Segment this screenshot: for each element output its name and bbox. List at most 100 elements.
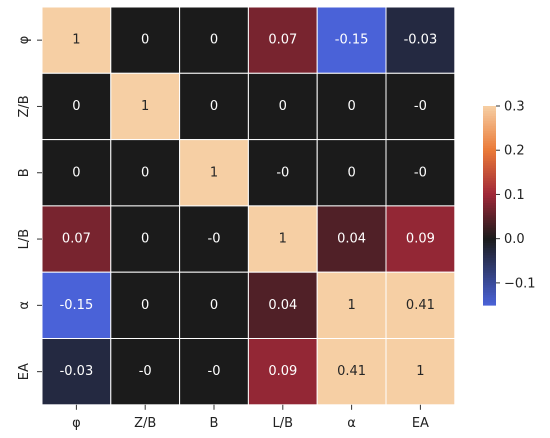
colorbar-segment	[483, 285, 496, 289]
heatmap-cell	[41, 6, 112, 74]
cell-value-label: -0.03	[60, 364, 94, 379]
cell-value-label: -0	[414, 99, 427, 114]
cell-value-label: 0.41	[337, 364, 366, 379]
heatmap-cell	[385, 205, 456, 273]
colorbar-segment	[483, 108, 496, 112]
colorbar-segment	[483, 125, 496, 129]
colorbar-tick-label: 0.3	[504, 100, 525, 115]
colorbar-segment	[483, 150, 496, 154]
colorbar-segment	[483, 158, 496, 162]
colorbar-segment	[483, 145, 496, 149]
heatmap-cell	[179, 205, 249, 273]
heatmap-cell	[110, 72, 181, 141]
cell-value-label: 0.04	[268, 298, 297, 313]
colorbar-segment	[483, 230, 496, 234]
x-axis-ticks: φ Z/B B L/B α EA	[72, 404, 429, 431]
colorbar-segment	[483, 232, 496, 236]
cell-value-label: -0	[139, 364, 152, 379]
cell-value-label: 0	[141, 298, 149, 313]
heatmap-cell	[316, 205, 387, 273]
cell-value-label: -0	[208, 364, 221, 379]
colorbar-segment	[483, 160, 496, 164]
heatmap-cell	[385, 72, 456, 141]
colorbar-segment	[483, 245, 496, 249]
colorbar-segment	[483, 247, 496, 251]
colorbar-segment	[483, 133, 496, 137]
heatmap-cell	[247, 6, 318, 74]
colorbar-segment	[483, 205, 496, 209]
colorbar-segment	[483, 240, 496, 244]
cell-value-label: 0	[210, 33, 218, 48]
colorbar-tick-label: 0.0	[504, 232, 525, 247]
heatmap-cell	[179, 271, 249, 340]
colorbar-segment	[483, 262, 496, 266]
heatmap-cell	[385, 6, 456, 74]
colorbar-segment	[483, 198, 496, 202]
heatmap-cells	[41, 6, 456, 406]
y-tick-label: φ	[17, 36, 32, 45]
x-tick-label: B	[210, 416, 219, 431]
cell-value-label: 1	[416, 364, 424, 379]
colorbar-segment	[483, 135, 496, 139]
colorbar-segment	[483, 163, 496, 167]
cell-value-label: 0	[141, 232, 149, 247]
colorbar-segment	[483, 280, 496, 284]
x-tick-label: Z/B	[134, 416, 156, 431]
heatmap-cell	[316, 139, 387, 207]
colorbar-segment	[483, 242, 496, 246]
colorbar-segment	[483, 200, 496, 204]
y-tick-label: α	[17, 301, 32, 310]
heatmap-cell	[316, 271, 387, 340]
colorbar-segment	[483, 275, 496, 279]
colorbar-segment	[483, 210, 496, 214]
colorbar-segment	[483, 178, 496, 182]
colorbar-segment	[483, 290, 496, 294]
cell-value-label: 0	[141, 165, 149, 180]
y-tick-label: Z/B	[17, 95, 32, 117]
colorbar-segment	[483, 170, 496, 174]
heatmap-annotations: 1 0 0 0.07 -0.15 -0.03 0 1 0 0 0 -0 0 0 1 -0 0 -0 0.07 0 -0 1…	[60, 33, 438, 379]
colorbar-segment	[483, 252, 496, 256]
colorbar-segment	[483, 118, 496, 122]
colorbar-segment	[483, 250, 496, 254]
cell-value-label: -0.15	[335, 33, 369, 48]
cell-value-label: -0.15	[60, 298, 94, 313]
x-tick-label: φ	[72, 416, 81, 431]
colorbar-segment	[483, 225, 496, 229]
colorbar-segment	[483, 175, 496, 179]
y-tick-label: L/B	[17, 229, 32, 250]
cell-value-label: 0.07	[268, 33, 297, 48]
heatmap-cell	[247, 205, 318, 273]
cell-value-label: -0.03	[404, 33, 438, 48]
heatmap-cell	[179, 6, 249, 74]
x-tick-label: L/B	[273, 416, 294, 431]
colorbar-segment	[483, 153, 496, 157]
cell-value-label: 1	[141, 99, 149, 114]
colorbar-segment	[483, 180, 496, 184]
colorbar-segment	[483, 260, 496, 264]
colorbar-segment	[483, 300, 496, 304]
colorbar-tick-label: −0.1	[504, 276, 536, 291]
heatmap-cell	[110, 6, 181, 74]
colorbar-segment	[483, 237, 496, 241]
colorbar-segment	[483, 106, 496, 110]
cell-value-label: 0	[72, 99, 80, 114]
colorbar-segment	[483, 265, 496, 269]
x-tick-label: EA	[412, 416, 429, 431]
cell-value-label: 0	[141, 33, 149, 48]
colorbar-segment	[483, 123, 496, 127]
colorbar-segment	[483, 277, 496, 281]
cell-value-label: 0	[347, 165, 355, 180]
colorbar-segment	[483, 295, 496, 299]
colorbar-segment	[483, 255, 496, 259]
colorbar-segment	[483, 168, 496, 172]
colorbar-segment	[483, 235, 496, 239]
cell-value-label: -0	[208, 232, 221, 247]
colorbar-segment	[483, 128, 496, 132]
colorbar-segment	[483, 207, 496, 212]
heatmap-cell	[385, 338, 456, 406]
cell-value-label: 0.09	[268, 364, 297, 379]
colorbar-segment	[483, 143, 496, 147]
heatmap-cell	[41, 205, 112, 273]
